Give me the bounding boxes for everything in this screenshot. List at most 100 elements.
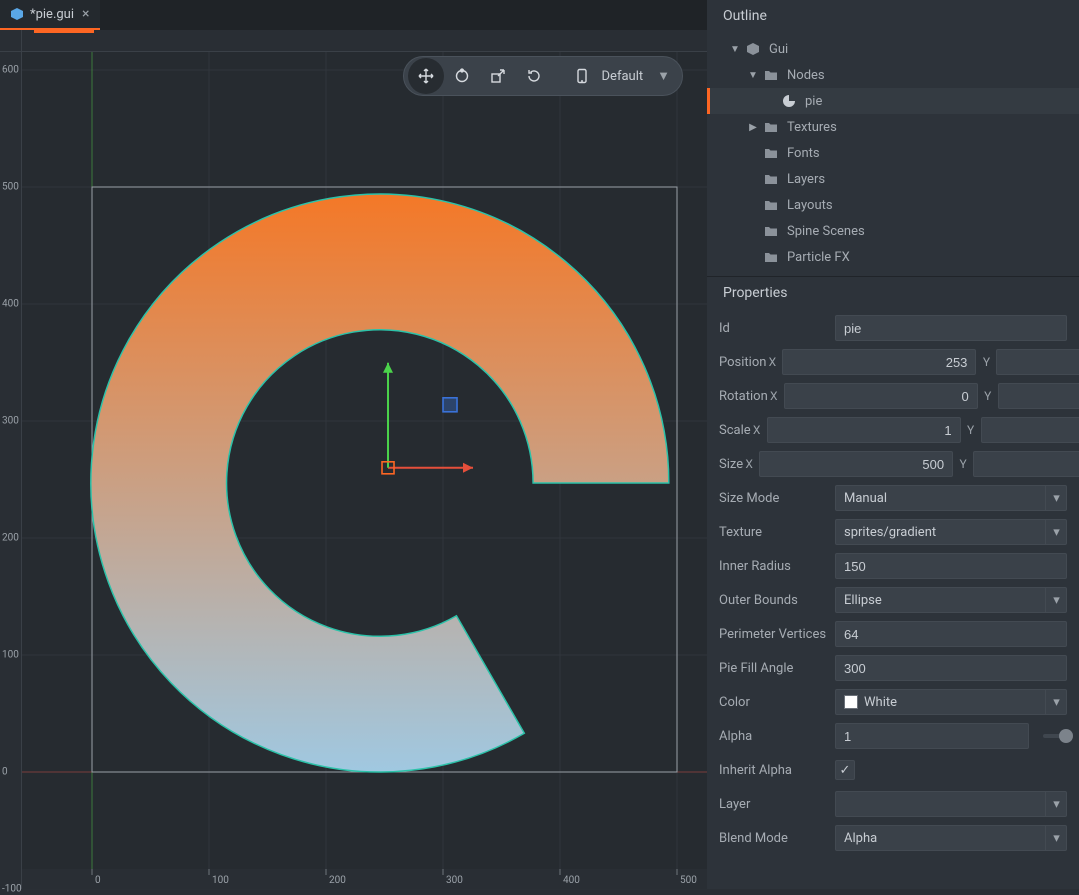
ruler-tick: -100	[2, 884, 22, 895]
prop-label-texture: Texture	[719, 525, 835, 540]
pie-fill-angle-input[interactable]	[835, 655, 1067, 681]
layer-select[interactable]: ▾	[835, 791, 1067, 817]
svg-text:400: 400	[563, 875, 580, 886]
outline-item-label: Nodes	[787, 68, 825, 83]
scale-x-input[interactable]	[767, 417, 961, 443]
device-caret-icon[interactable]: ▼	[657, 68, 670, 84]
prop-label-alpha: Alpha	[719, 729, 835, 744]
outline-title: Outline	[707, 0, 1079, 34]
outline-item-pie[interactable]: pie	[707, 88, 1079, 114]
id-input[interactable]	[835, 315, 1067, 341]
outline-item-fonts[interactable]: Fonts	[707, 140, 1079, 166]
folder-icon	[763, 249, 779, 265]
prop-row-size: Size X Y Z	[707, 447, 1079, 481]
inner-radius-input[interactable]	[835, 553, 1067, 579]
prop-label-scale: Scale	[719, 423, 751, 438]
outline-item-gui[interactable]: ▼Gui	[707, 36, 1079, 62]
scale-tool-button[interactable]	[480, 58, 516, 94]
prop-label-layer: Layer	[719, 797, 835, 812]
prop-row-color: Color White▾	[707, 685, 1079, 719]
disclosure-icon[interactable]: ▼	[747, 70, 759, 81]
viewport-toolbar: | Default ▼	[403, 56, 683, 96]
device-select[interactable]: Default	[596, 69, 658, 84]
outline-tree: ▼Gui▼Nodespie▶TexturesFontsLayersLayouts…	[707, 34, 1079, 276]
prop-row-perimeter-vertices: Perimeter Vertices	[707, 617, 1079, 651]
axis-y-label: Y	[980, 355, 992, 369]
ruler-vertical: -1000100200300400500600	[0, 52, 22, 889]
close-tab-icon[interactable]: ×	[82, 6, 89, 22]
move-tool-button[interactable]	[408, 58, 444, 94]
size-y-input[interactable]	[973, 451, 1079, 477]
gui-icon	[745, 41, 761, 57]
size-mode-select[interactable]: Manual▾	[835, 485, 1067, 511]
disclosure-icon[interactable]: ▶	[747, 122, 759, 133]
properties-body: Id Position X Y Z Rotation X Y Z Scale X…	[707, 311, 1079, 889]
disclosure-icon[interactable]: ▼	[729, 44, 741, 55]
blend-mode-select[interactable]: Alpha▾	[835, 825, 1067, 851]
folder-icon	[763, 67, 779, 83]
alpha-input[interactable]	[835, 723, 1029, 749]
ruler-tick: 600	[2, 65, 19, 76]
prop-row-layer: Layer ▾	[707, 787, 1079, 821]
move-icon	[418, 68, 434, 84]
reset-tool-button[interactable]	[516, 58, 552, 94]
rotation-x-input[interactable]	[784, 383, 978, 409]
outline-item-label: Layouts	[787, 198, 833, 213]
scale-y-input[interactable]	[981, 417, 1079, 443]
outline-item-layouts[interactable]: Layouts	[707, 192, 1079, 218]
ruler-tick: 300	[2, 416, 19, 427]
canvas-holder[interactable]: 0100200300400500	[22, 52, 707, 889]
position-x-input[interactable]	[782, 349, 976, 375]
axis-x-label: X	[766, 355, 778, 369]
alpha-slider-thumb[interactable]	[1059, 729, 1073, 743]
texture-select[interactable]: sprites/gradient▾	[835, 519, 1067, 545]
tab-title: *pie.gui	[30, 7, 74, 22]
prop-row-alpha: Alpha	[707, 719, 1079, 753]
toolbar-separator: |	[558, 69, 561, 84]
outline-item-particle-fx[interactable]: Particle FX	[707, 244, 1079, 270]
color-select[interactable]: White▾	[835, 689, 1067, 715]
prop-row-id: Id	[707, 311, 1079, 345]
ruler-tick: 400	[2, 299, 19, 310]
ruler-horizontal	[22, 30, 707, 52]
outline-item-spine-scenes[interactable]: Spine Scenes	[707, 218, 1079, 244]
scale-icon	[490, 68, 506, 84]
side-panel: Outline ▼Gui▼Nodespie▶TexturesFontsLayer…	[707, 0, 1079, 889]
properties-title: Properties	[707, 277, 1079, 311]
outer-bounds-select[interactable]: Ellipse▾	[835, 587, 1067, 613]
ruler-corner	[0, 30, 22, 52]
color-swatch	[844, 695, 858, 709]
size-x-input[interactable]	[759, 451, 953, 477]
device-icon-button[interactable]	[568, 58, 596, 94]
viewport-pane: *pie.gui × -1000100200300400500600 01002…	[0, 0, 707, 889]
rotate-tool-button[interactable]	[444, 58, 480, 94]
svg-text:300: 300	[446, 875, 463, 886]
chevron-down-icon: ▾	[1045, 519, 1067, 545]
ruler-tick: 200	[2, 533, 19, 544]
folder-icon	[763, 223, 779, 239]
device-icon	[574, 68, 590, 84]
prop-row-position: Position X Y Z	[707, 345, 1079, 379]
inherit-alpha-checkbox[interactable]: ✓	[835, 760, 855, 780]
scene-canvas[interactable]: 0100200300400500	[22, 52, 707, 889]
svg-text:500: 500	[680, 875, 697, 886]
outline-item-textures[interactable]: ▶Textures	[707, 114, 1079, 140]
prop-label-size: Size	[719, 457, 743, 472]
rotation-y-input[interactable]	[998, 383, 1079, 409]
file-tab[interactable]: *pie.gui ×	[0, 0, 100, 30]
folder-icon	[763, 145, 779, 161]
svg-text:200: 200	[329, 875, 346, 886]
prop-label-color: Color	[719, 695, 835, 710]
rotate-icon	[454, 68, 470, 84]
perimeter-vertices-input[interactable]	[835, 621, 1067, 647]
outline-item-nodes[interactable]: ▼ Nodes	[707, 62, 1079, 88]
outline-item-layers[interactable]: Layers	[707, 166, 1079, 192]
prop-label-id: Id	[719, 321, 835, 336]
chevron-down-icon: ▾	[1045, 485, 1067, 511]
chevron-down-icon: ▾	[1045, 825, 1067, 851]
folder-icon	[763, 197, 779, 213]
folder-icon	[763, 171, 779, 187]
alpha-slider[interactable]	[1043, 734, 1067, 738]
position-y-input[interactable]	[996, 349, 1079, 375]
prop-row-outer-bounds: Outer Bounds Ellipse▾	[707, 583, 1079, 617]
